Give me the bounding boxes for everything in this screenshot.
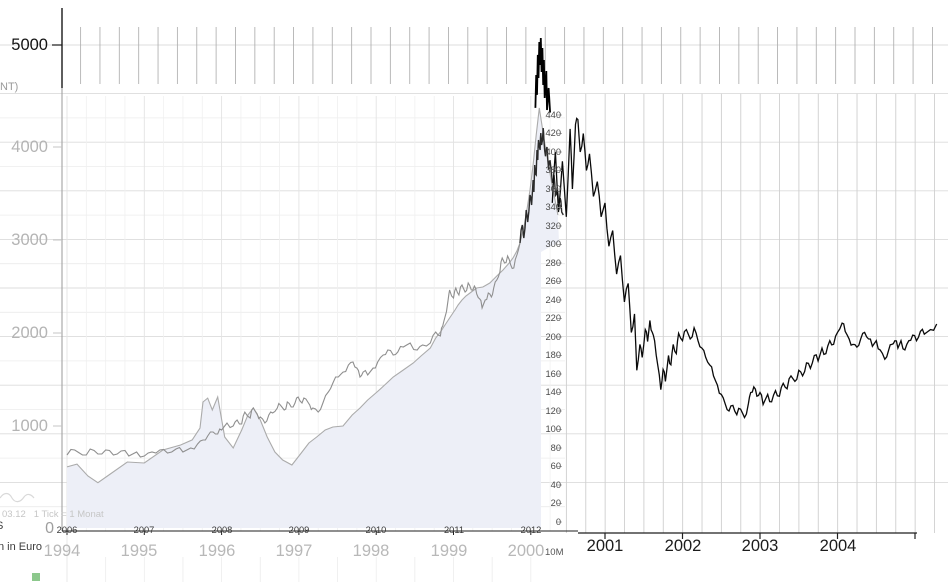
tick-interval-note: 03.12 1 Tick = 1 Monat xyxy=(2,509,104,520)
y-axis-label-right: 80 xyxy=(550,443,561,453)
x-axis-label-small: 2009 xyxy=(288,525,310,535)
x-axis-label-1990s: 1996 xyxy=(198,542,236,560)
y-axis-label-right: 0 xyxy=(555,517,561,527)
y-axis-label-right: 440 xyxy=(545,110,561,120)
x-axis-label-2000s: 2004 xyxy=(819,537,857,555)
y-axis-label-right: 420 xyxy=(545,128,561,138)
y-axis-label-left: 4000 xyxy=(11,138,48,156)
y-axis-label-right: 220 xyxy=(545,313,561,323)
x-axis-label-1990s: 1998 xyxy=(352,542,390,560)
x-axis-label-small: 2006 xyxy=(56,525,78,535)
x-axis-label-1990s: 1994 xyxy=(43,542,81,560)
y-axis-label-right: 300 xyxy=(545,239,561,249)
x-axis-label-1990s: 2000 xyxy=(507,542,545,560)
y-axis-label-left: 1000 xyxy=(11,417,48,435)
y-axis-label-zero: 0 xyxy=(45,520,54,537)
y-axis-label-5000: 5000 xyxy=(11,36,48,54)
y-axis-label-right: 320 xyxy=(545,221,561,231)
x-axis-label-1990s: 1999 xyxy=(430,542,468,560)
y-axis-label-right: 60 xyxy=(550,461,561,471)
y-axis-label-right: 140 xyxy=(545,387,561,397)
y-axis-label-right: 40 xyxy=(550,480,561,490)
x-axis-label-small: 2012 xyxy=(520,525,542,535)
y-axis-label-right: 180 xyxy=(545,350,561,360)
currency-note: n in Euro xyxy=(0,541,43,553)
x-axis-label-2000s: 2003 xyxy=(741,537,779,555)
y-axis-label-right: 260 xyxy=(545,276,561,286)
y-axis-label-right: 380 xyxy=(545,165,561,175)
partial-text-mid-left: S xyxy=(0,520,3,532)
y-axis-label-left: 2000 xyxy=(11,324,48,342)
x-axis-label-1990s: 1997 xyxy=(275,542,313,560)
x-axis-label-1990s: 1995 xyxy=(120,542,158,560)
partial-text-top-left: NT) xyxy=(0,81,19,93)
volume-label: 10M xyxy=(545,547,564,558)
y-axis-label-right: 20 xyxy=(550,498,561,508)
y-axis-label-right: 340 xyxy=(545,202,561,212)
x-axis-label-small: 2008 xyxy=(211,525,233,535)
y-axis-label-right: 400 xyxy=(545,147,561,157)
y-axis-label-right: 360 xyxy=(545,184,561,194)
y-axis-label-right: 240 xyxy=(545,295,561,305)
x-axis-label-small: 2007 xyxy=(133,525,155,535)
y-axis-label-right: 200 xyxy=(545,332,561,342)
x-axis-label-small: 2011 xyxy=(444,525,464,535)
x-axis-label-small: 2010 xyxy=(365,525,387,535)
y-axis-label-right: 280 xyxy=(545,258,561,268)
x-axis-label-2000s: 2001 xyxy=(586,537,624,555)
x-axis-label-2000s: 2002 xyxy=(664,537,702,555)
y-axis-label-left: 3000 xyxy=(11,231,48,249)
y-axis-label-right: 160 xyxy=(545,369,561,379)
y-axis-label-right: 100 xyxy=(545,424,561,434)
y-axis-label-right: 120 xyxy=(545,406,561,416)
green-marker xyxy=(32,573,40,581)
